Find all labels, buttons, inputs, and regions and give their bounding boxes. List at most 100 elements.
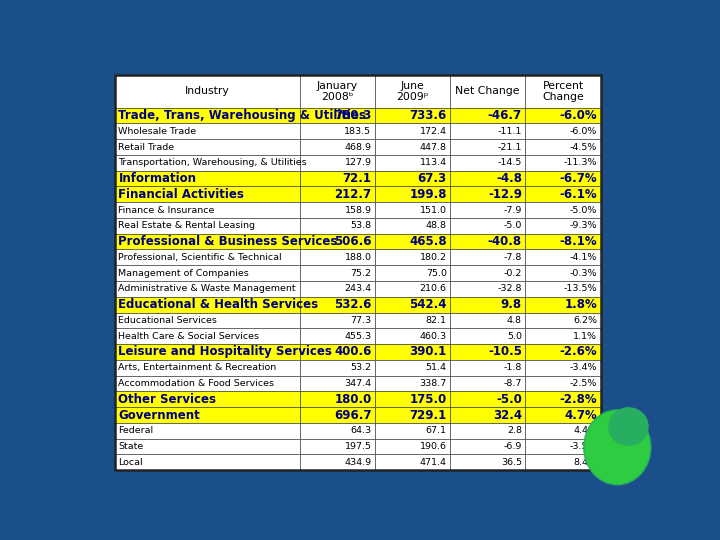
FancyBboxPatch shape: [300, 438, 375, 455]
Text: -46.7: -46.7: [488, 109, 522, 122]
FancyBboxPatch shape: [300, 75, 375, 107]
Text: -8.7: -8.7: [503, 379, 522, 388]
Text: -4.8: -4.8: [496, 172, 522, 185]
FancyBboxPatch shape: [375, 328, 450, 344]
FancyBboxPatch shape: [450, 249, 526, 265]
FancyBboxPatch shape: [450, 407, 526, 423]
FancyBboxPatch shape: [115, 139, 300, 155]
FancyBboxPatch shape: [375, 186, 450, 202]
FancyBboxPatch shape: [300, 297, 375, 313]
Text: -6.7%: -6.7%: [559, 172, 597, 185]
FancyBboxPatch shape: [450, 234, 526, 249]
FancyBboxPatch shape: [526, 171, 600, 186]
Ellipse shape: [609, 408, 648, 445]
FancyBboxPatch shape: [300, 407, 375, 423]
FancyBboxPatch shape: [115, 423, 300, 438]
Text: 733.6: 733.6: [410, 109, 446, 122]
Text: 506.6: 506.6: [334, 235, 372, 248]
Text: 188.0: 188.0: [344, 253, 372, 262]
FancyBboxPatch shape: [375, 107, 450, 123]
Text: 82.1: 82.1: [426, 316, 446, 325]
Text: Accommodation & Food Services: Accommodation & Food Services: [119, 379, 274, 388]
FancyBboxPatch shape: [300, 139, 375, 155]
FancyBboxPatch shape: [526, 328, 600, 344]
FancyBboxPatch shape: [526, 75, 600, 107]
Text: Government: Government: [119, 409, 200, 422]
Text: Local: Local: [119, 458, 143, 467]
Text: 172.4: 172.4: [420, 127, 446, 136]
Text: Leisure and Hospitality Services: Leisure and Hospitality Services: [119, 346, 333, 359]
Text: January
2008ᵇ: January 2008ᵇ: [317, 81, 358, 102]
FancyBboxPatch shape: [450, 392, 526, 407]
FancyBboxPatch shape: [115, 75, 300, 107]
Text: 48.8: 48.8: [426, 221, 446, 231]
FancyBboxPatch shape: [526, 123, 600, 139]
Text: 32.4: 32.4: [493, 409, 522, 422]
Text: -4.1%: -4.1%: [570, 253, 597, 262]
FancyBboxPatch shape: [300, 218, 375, 234]
Text: -14.5: -14.5: [498, 158, 522, 167]
FancyBboxPatch shape: [450, 265, 526, 281]
FancyBboxPatch shape: [450, 186, 526, 202]
Text: Wholesale Trade: Wholesale Trade: [119, 127, 197, 136]
Text: 72.1: 72.1: [343, 172, 372, 185]
Text: Management of Companies: Management of Companies: [119, 268, 249, 278]
Text: -6.0%: -6.0%: [570, 127, 597, 136]
Text: June
2009ᵖ: June 2009ᵖ: [396, 81, 428, 102]
Text: 53.8: 53.8: [351, 221, 372, 231]
FancyBboxPatch shape: [526, 438, 600, 455]
FancyBboxPatch shape: [375, 171, 450, 186]
FancyBboxPatch shape: [300, 281, 375, 297]
Text: Administrative & Waste Management: Administrative & Waste Management: [119, 285, 296, 293]
FancyBboxPatch shape: [115, 438, 300, 455]
FancyBboxPatch shape: [450, 281, 526, 297]
Text: -5.0: -5.0: [503, 221, 522, 231]
FancyBboxPatch shape: [300, 423, 375, 438]
Text: 1.1%: 1.1%: [573, 332, 597, 341]
FancyBboxPatch shape: [115, 297, 300, 313]
Text: 468.9: 468.9: [344, 143, 372, 152]
Text: Educational & Health Services: Educational & Health Services: [119, 298, 318, 311]
FancyBboxPatch shape: [115, 376, 300, 392]
Text: 780.3: 780.3: [334, 109, 372, 122]
Text: -2.5%: -2.5%: [570, 379, 597, 388]
Text: Net Change: Net Change: [456, 86, 520, 97]
Text: 390.1: 390.1: [410, 346, 446, 359]
FancyBboxPatch shape: [526, 423, 600, 438]
Text: 67.3: 67.3: [418, 172, 446, 185]
FancyBboxPatch shape: [526, 234, 600, 249]
FancyBboxPatch shape: [115, 186, 300, 202]
FancyBboxPatch shape: [300, 344, 375, 360]
FancyBboxPatch shape: [450, 313, 526, 328]
Text: State: State: [119, 442, 144, 451]
FancyBboxPatch shape: [375, 455, 450, 470]
Text: 465.8: 465.8: [409, 235, 446, 248]
FancyBboxPatch shape: [375, 423, 450, 438]
FancyBboxPatch shape: [450, 376, 526, 392]
FancyBboxPatch shape: [375, 438, 450, 455]
Text: -1.8: -1.8: [503, 363, 522, 372]
Text: 5.0: 5.0: [507, 332, 522, 341]
Text: Professional & Business Services: Professional & Business Services: [119, 235, 338, 248]
FancyBboxPatch shape: [300, 360, 375, 376]
FancyBboxPatch shape: [450, 75, 526, 107]
Text: -21.1: -21.1: [498, 143, 522, 152]
FancyBboxPatch shape: [300, 328, 375, 344]
FancyBboxPatch shape: [526, 407, 600, 423]
FancyBboxPatch shape: [450, 423, 526, 438]
Text: -2.6%: -2.6%: [559, 346, 597, 359]
Text: 347.4: 347.4: [344, 379, 372, 388]
FancyBboxPatch shape: [375, 297, 450, 313]
Text: -3.4%: -3.4%: [570, 363, 597, 372]
Text: 6.2%: 6.2%: [573, 316, 597, 325]
Text: Real Estate & Rental Leasing: Real Estate & Rental Leasing: [119, 221, 256, 231]
FancyBboxPatch shape: [526, 297, 600, 313]
FancyBboxPatch shape: [375, 234, 450, 249]
Text: 77.3: 77.3: [351, 316, 372, 325]
Text: Financial Activities: Financial Activities: [119, 188, 244, 201]
FancyBboxPatch shape: [115, 265, 300, 281]
FancyBboxPatch shape: [300, 249, 375, 265]
FancyBboxPatch shape: [375, 265, 450, 281]
FancyBboxPatch shape: [115, 107, 300, 123]
Text: 400.6: 400.6: [334, 346, 372, 359]
